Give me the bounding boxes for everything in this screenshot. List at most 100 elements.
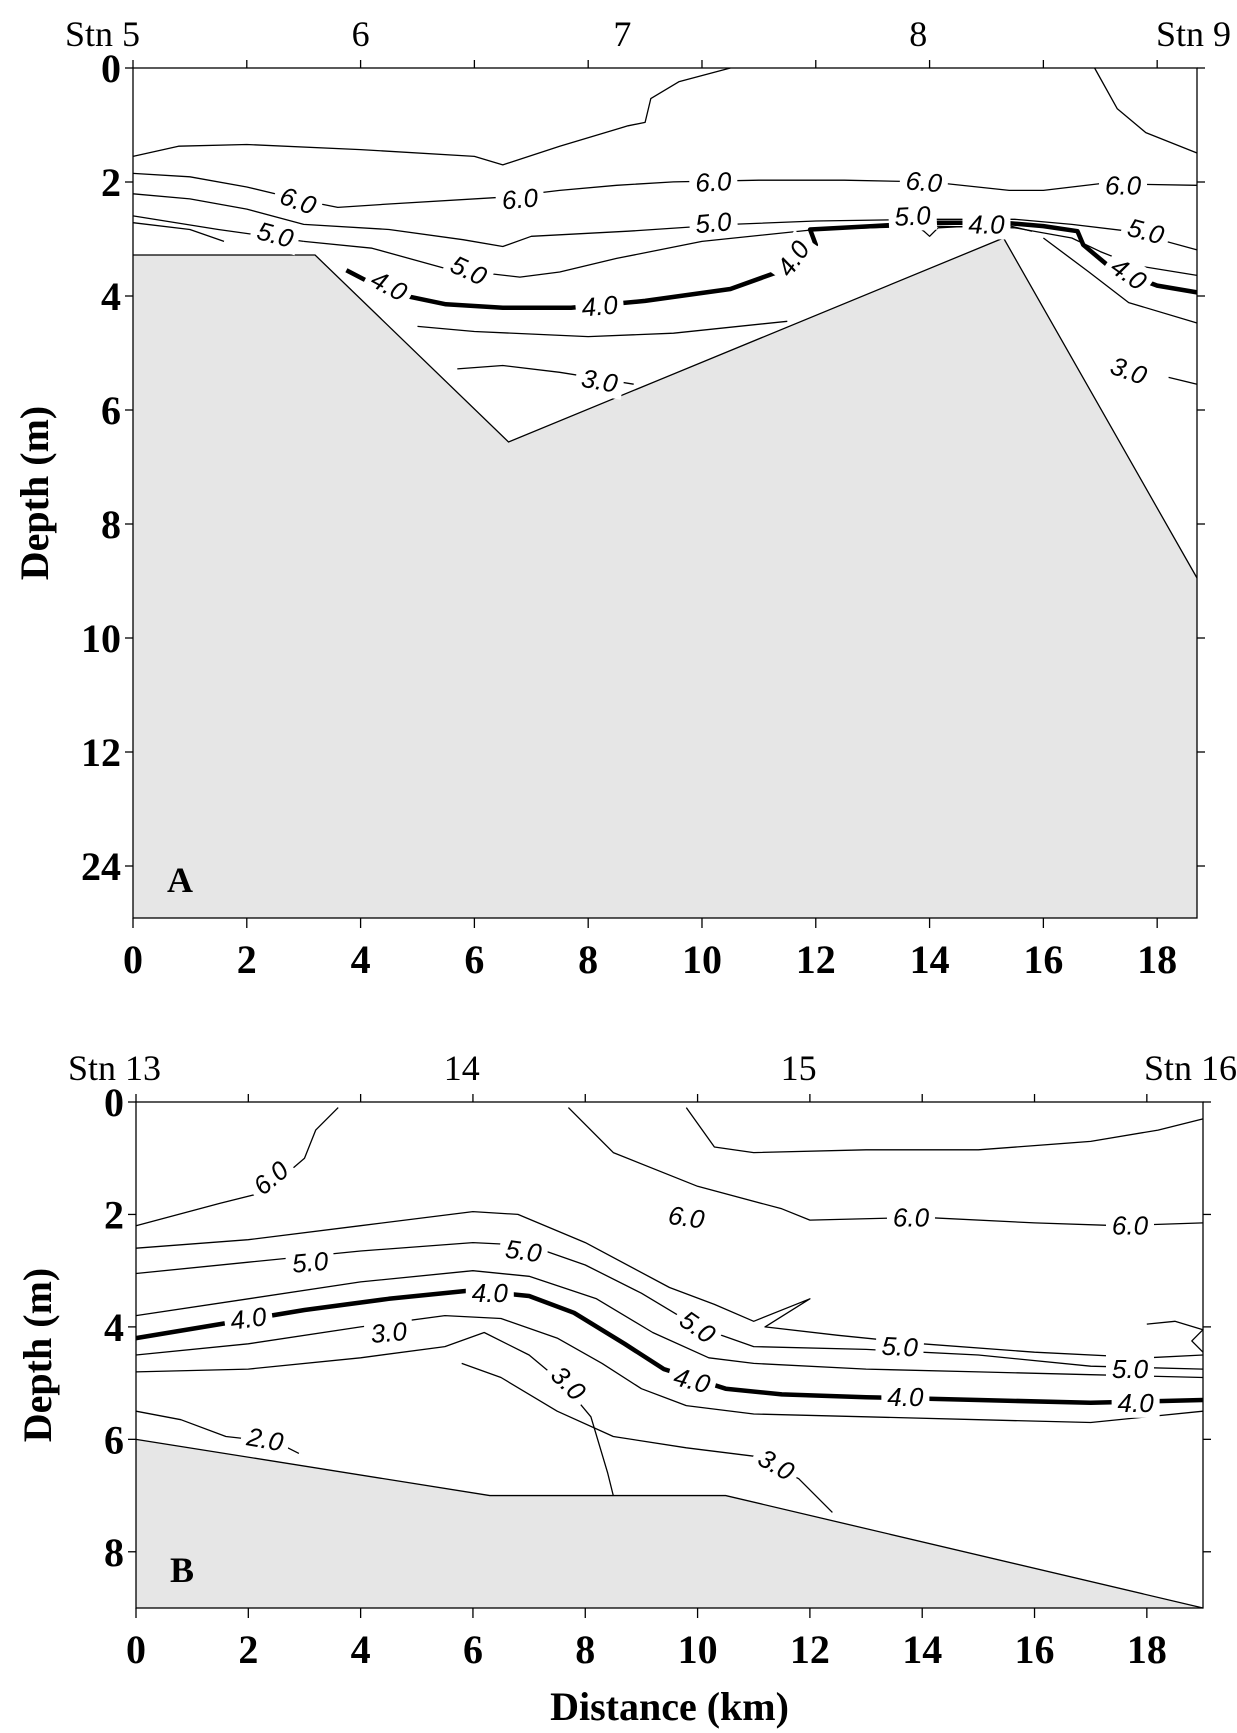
x-tick-label: 8 — [578, 937, 598, 982]
x-tick-label: 14 — [910, 937, 950, 982]
contour-line — [345, 220, 1198, 310]
contour-line — [132, 222, 225, 243]
x-tick-label: 14 — [902, 1627, 942, 1672]
contour-line — [135, 1210, 1204, 1359]
contour-line — [132, 67, 731, 166]
contour-label: 3.0 — [1101, 348, 1157, 393]
contour-label-text: 5.0 — [894, 200, 932, 232]
y-tick-label: 6 — [104, 1417, 124, 1462]
contour-label-bg — [248, 213, 303, 256]
x-axis-title: Distance (km) — [550, 1684, 789, 1729]
seafloor-fill — [136, 1439, 1203, 1608]
contour-line — [1094, 67, 1198, 154]
contour-label: 6.0 — [1105, 1210, 1154, 1241]
contour-line — [135, 1270, 1204, 1379]
contour-label: 6.0 — [242, 1150, 299, 1205]
contour-label: 4.0 — [1111, 1387, 1160, 1418]
contour-label: 4.0 — [465, 1278, 514, 1309]
contour-label-bg — [497, 1232, 550, 1270]
y-axis-title: Depth (m) — [12, 406, 57, 580]
station-label: 6 — [352, 14, 370, 54]
contour-label-bg — [573, 361, 626, 400]
contour-label-text: 2.0 — [244, 1421, 286, 1457]
x-tick-label: 18 — [1127, 1627, 1167, 1672]
contour-label-text: 6.0 — [695, 166, 733, 198]
contour-label-text: 3.0 — [369, 1316, 408, 1349]
contour-label: 5.0 — [688, 205, 739, 240]
contour-label: 5.0 — [284, 1245, 336, 1280]
contour-label-bg — [270, 178, 326, 223]
contour-label-bg — [238, 1420, 292, 1459]
y-tick-label: 10 — [81, 616, 121, 661]
contour-label-bg — [465, 1278, 514, 1309]
contour-line — [1168, 376, 1198, 385]
contour-line — [132, 193, 1198, 251]
contour-label-bg — [669, 1300, 726, 1353]
contour-label: 6.0 — [494, 181, 546, 216]
y-axis-title: Depth (m) — [15, 1268, 60, 1442]
contour-label-bg — [688, 165, 739, 199]
contour-label-bg — [540, 1355, 596, 1411]
contour-line — [461, 1362, 833, 1513]
seafloor-line — [133, 237, 1198, 579]
station-label: Stn 5 — [65, 14, 140, 54]
contour-label: 5.0 — [1105, 1354, 1154, 1385]
y-tick-label: 24 — [81, 844, 121, 889]
x-tick-label: 2 — [237, 937, 257, 982]
contour-label-text: 6.0 — [1105, 170, 1142, 200]
plot-frame — [135, 1101, 1204, 1609]
contour-label-bg — [494, 181, 546, 216]
contour-label: 4.0 — [664, 1359, 720, 1402]
y-tick-label: 4 — [104, 1305, 124, 1350]
contour-line — [1043, 237, 1198, 324]
station-label: Stn 13 — [68, 1048, 161, 1088]
contour-label-text: 4.0 — [887, 1382, 924, 1412]
x-tick-label: 8 — [575, 1627, 595, 1672]
contour-label-bg — [898, 164, 950, 199]
contour-label: 3.0 — [573, 361, 626, 400]
station-label: 8 — [909, 14, 927, 54]
contour-label: 5.0 — [669, 1300, 726, 1353]
x-tick-label: 0 — [126, 1627, 146, 1672]
contour-label-text: 5.0 — [881, 1331, 919, 1363]
x-tick-label: 4 — [351, 937, 371, 982]
contour-label: 5.0 — [497, 1232, 550, 1270]
panel-a: 6.0 6.06.0 6.0 6.05.0 5.0 5.0 5.05.04.0 4.04.04… — [12, 14, 1231, 982]
contour-label: 6.0 — [270, 178, 326, 223]
contour-label: 4.0 — [881, 1382, 930, 1413]
contour-label-text: 6.0 — [893, 1202, 930, 1232]
x-tick-label: 16 — [1023, 937, 1063, 982]
contour-label-bg — [440, 246, 497, 295]
station-label: 14 — [444, 1048, 480, 1088]
x-tick-label: 10 — [678, 1627, 718, 1672]
y-tick-label: 8 — [101, 502, 121, 547]
contour-label-bg — [664, 1359, 720, 1402]
seafloor-line — [135, 1438, 1204, 1609]
seafloor-fill — [133, 238, 1197, 918]
station-label: Stn 16 — [1144, 1048, 1237, 1088]
contour-label-text: 4.0 — [968, 209, 1005, 239]
contour-label: 6.0 — [688, 165, 739, 199]
contour-label: 4.0 — [222, 1300, 275, 1337]
contour-label-bg — [881, 1382, 930, 1413]
contour-label: 3.0 — [747, 1439, 805, 1490]
y-tick-label: 2 — [101, 160, 121, 205]
contour-label-text: 6.0 — [666, 1200, 707, 1235]
contour-label-text: 3.0 — [579, 363, 620, 399]
contour-label-bg — [363, 1315, 414, 1350]
contour-label-text: 5.0 — [1112, 1354, 1149, 1384]
contour-line — [303, 225, 1198, 278]
contour-label: 6.0 — [886, 1202, 935, 1233]
contour-label-bg — [1105, 1354, 1154, 1385]
contour-label-bg — [1100, 247, 1157, 300]
y-tick-label: 0 — [101, 46, 121, 91]
x-tick-label: 12 — [790, 1627, 830, 1672]
contour-label-bg — [284, 1245, 336, 1280]
station-label: Stn 9 — [1156, 14, 1231, 54]
x-tick-label: 4 — [351, 1627, 371, 1672]
contour-label: 3.0 — [540, 1355, 596, 1411]
contour-label-bg — [360, 261, 418, 311]
contour-line — [135, 1107, 339, 1227]
x-tick-label: 18 — [1137, 937, 1177, 982]
